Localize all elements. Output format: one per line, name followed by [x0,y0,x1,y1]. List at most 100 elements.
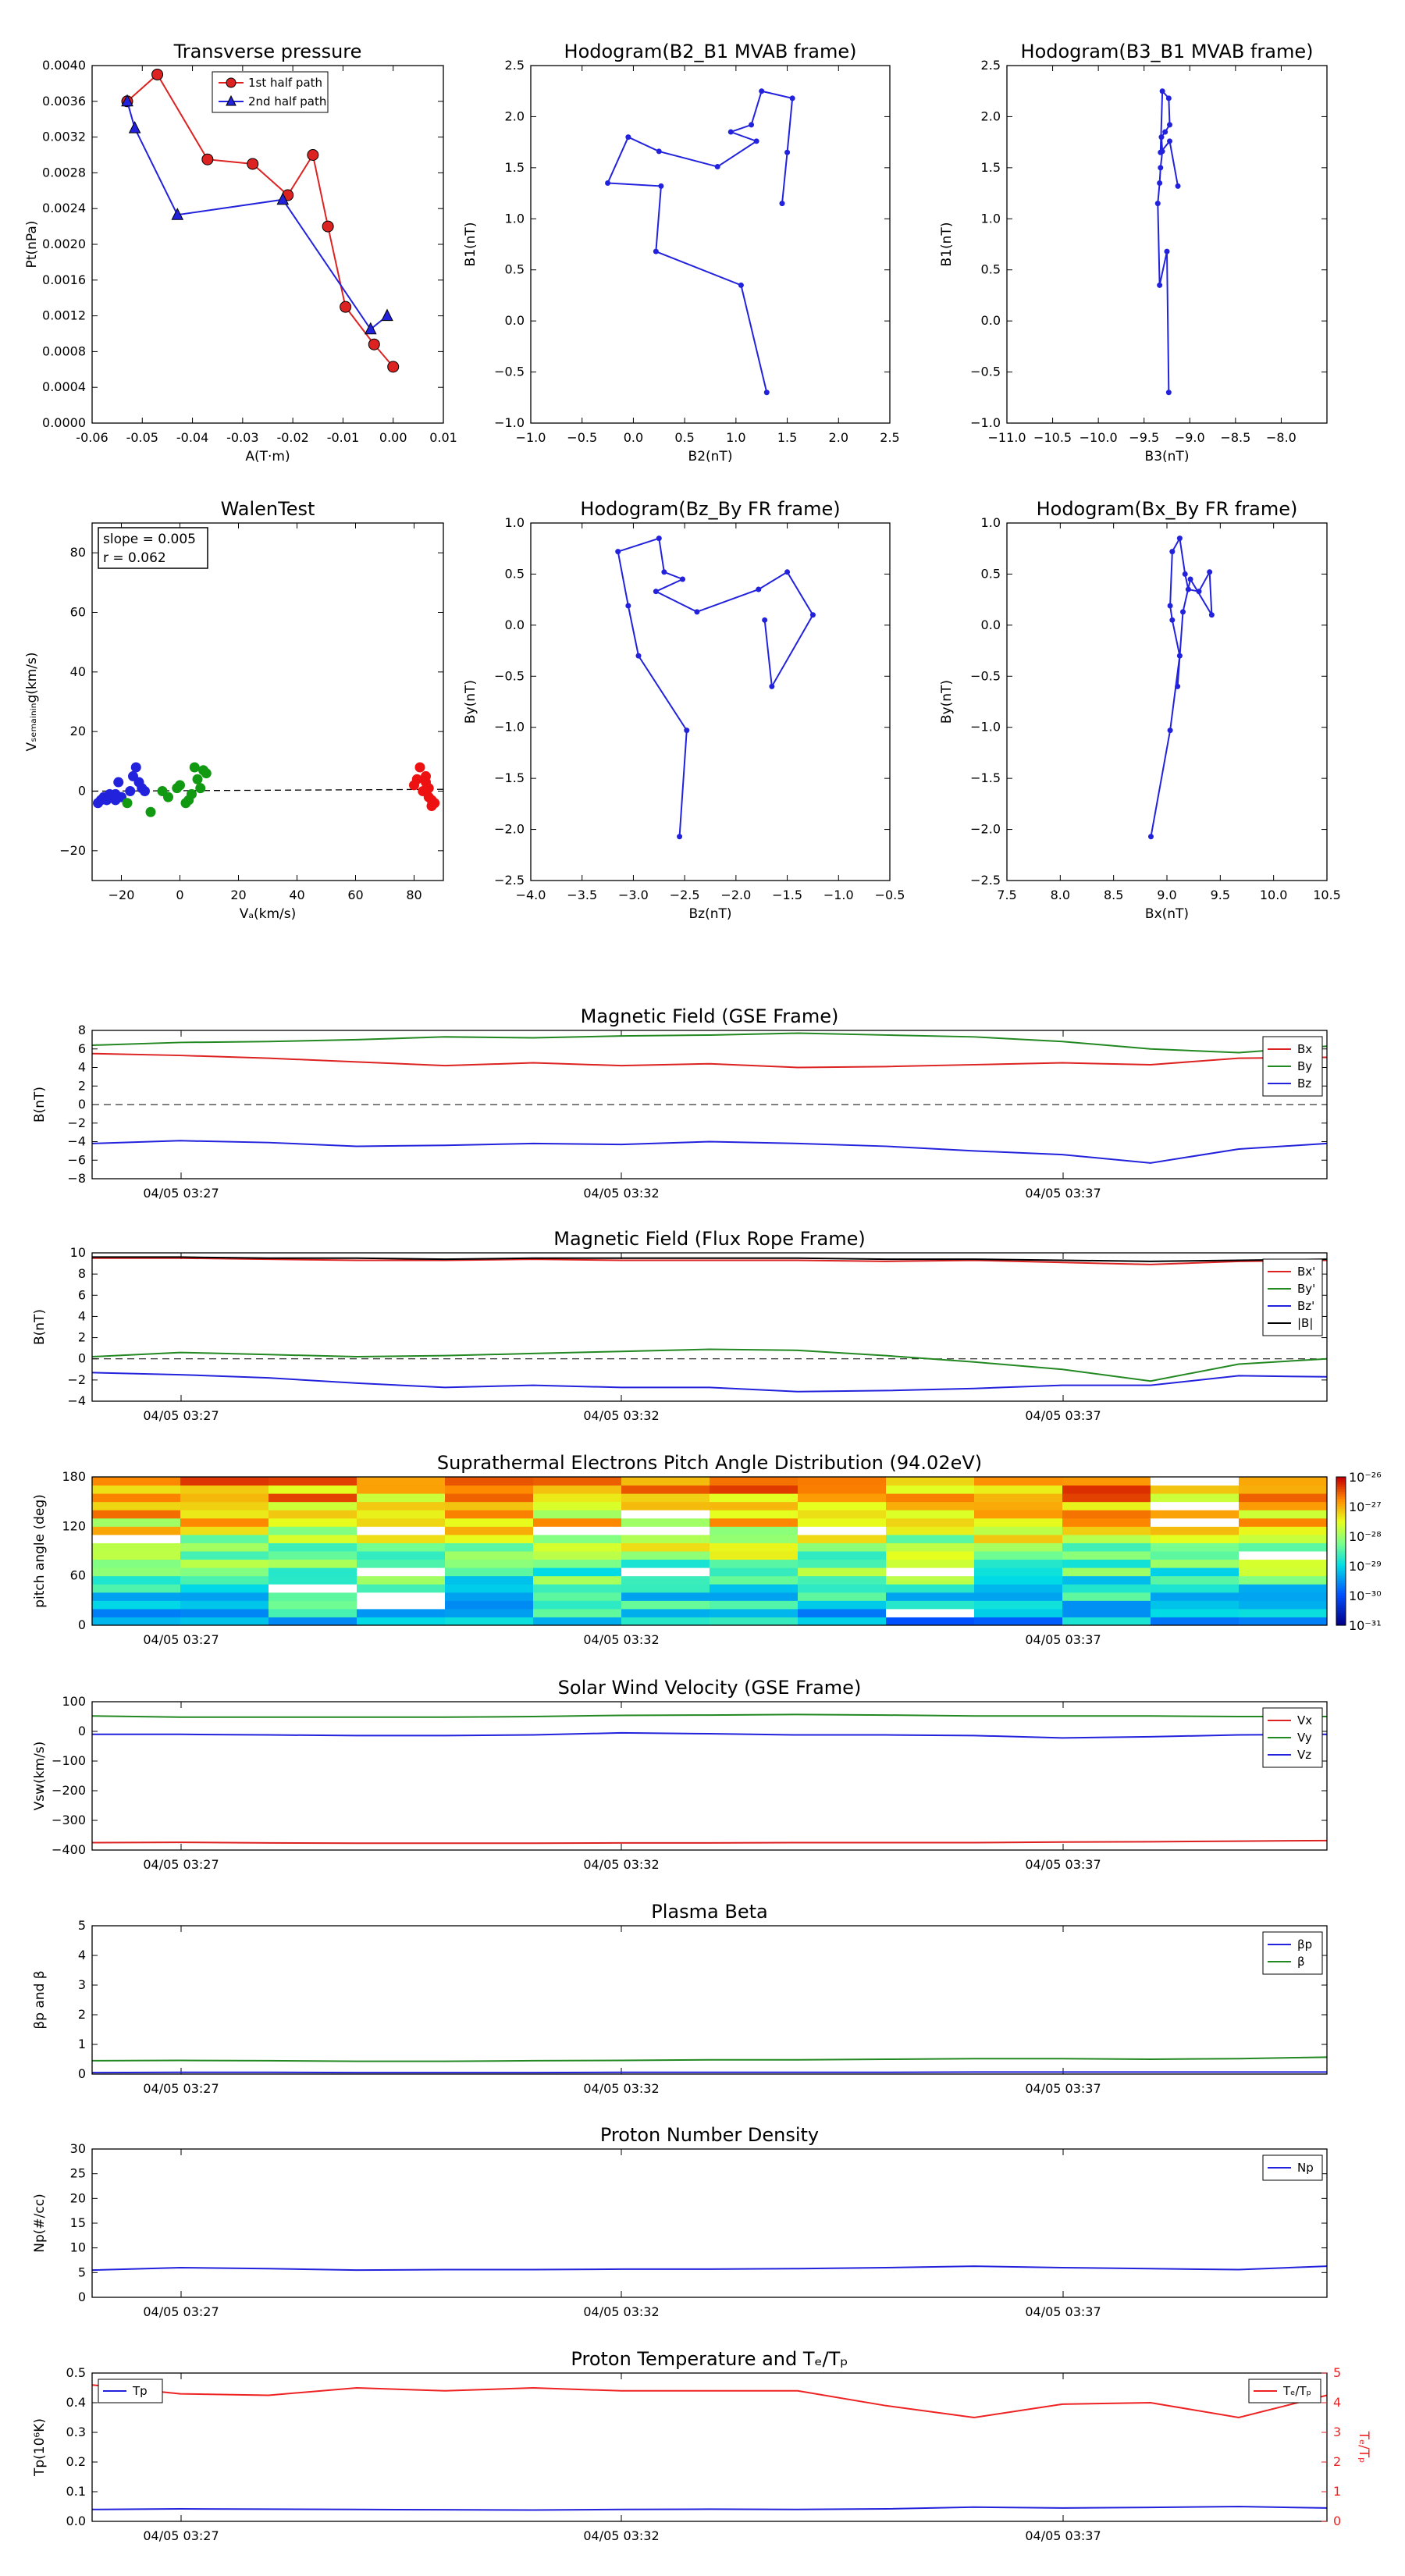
colorbar-segment [1336,1568,1346,1571]
colorbar-segment [1336,1514,1346,1517]
series-line [92,1348,1327,1382]
y2-axis-label: Tₑ/Tₚ [1356,2431,1371,2464]
heatmap-cell [1239,1510,1328,1519]
data-point [769,683,775,689]
heatmap-cell [180,1575,269,1585]
y-tick-label: 3 [78,1977,86,1992]
y-tick-label: 120 [62,1518,86,1533]
heatmap-cell [1239,1542,1328,1552]
data-point [738,282,744,288]
y-tick-label: 40 [70,664,86,679]
series-line [92,1257,1327,1265]
data-point [784,149,791,155]
y-tick-label: −200 [52,1783,86,1798]
x-tick-label: −10.0 [1080,430,1118,445]
heatmap-cell [1151,1592,1240,1601]
data-point [411,774,422,785]
series-line [92,1372,1327,1393]
heatmap-cell [1239,1485,1328,1494]
y-axis-label: Tp(10⁶K) [32,2418,48,2477]
panel-pt: Transverse pressure A(T·m) Pt(nPa) -0.06 -0.… [24,41,457,464]
colorbar-segment [1336,1479,1346,1482]
heatmap-cell [974,1584,1063,1593]
y-tick-label: 10 [70,2240,86,2255]
x-axis-label: Bz(nT) [688,906,731,922]
axes-frame [91,1476,1328,1626]
y-tick-label: 5 [78,1918,86,1933]
x-tick-label: 04/05 03:37 [1025,1632,1101,1647]
colorbar: 10⁻²⁶ 10⁻²⁷ 10⁻²⁸ 10⁻²⁹ 10⁻³⁰ 10⁻³¹ [1336,1470,1382,1633]
x-tick-label: −0.5 [875,888,905,902]
heatmap-cell [445,1493,534,1503]
colorbar-segment [1336,1482,1346,1485]
heatmap-cell [92,1517,181,1527]
y-tick-label: −100 [52,1753,86,1768]
heatmap-cell [533,1542,622,1552]
heatmap-cell [974,1477,1063,1486]
heatmap-cell [621,1493,710,1503]
heatmap-cell [798,1617,887,1626]
heatmap-cell [180,1501,269,1510]
legend-left: Tp [98,2379,163,2403]
y-tick-label: 0 [78,784,86,799]
panel-h4: Hodogram(Bx_By FR frame) Bx(nT) By(nT) 7.5 8… [939,498,1341,922]
heatmap-cell [1062,1617,1151,1626]
y-tick-label: 0.0 [66,2514,86,2528]
axes-frame [91,1252,1328,1402]
data-point [680,576,686,582]
heatmap-cell [445,1526,534,1535]
colorbar-segment [1336,1581,1346,1584]
x-tick-label: 04/05 03:27 [143,1186,219,1201]
y-tick-label: −2 [67,1115,86,1130]
heatmap-cell [269,1551,357,1560]
x-tick-label: 04/05 03:32 [583,1186,659,1201]
plot-area [92,762,443,817]
heatmap-cell [269,1477,357,1486]
y-tick-label: 0.3 [66,2425,86,2439]
data-point [381,308,393,322]
heatmap-cell [1062,1542,1151,1552]
heatmap-cell [1062,1526,1151,1535]
x-tick-label: −20 [108,888,135,902]
y-tick-label: 2.5 [505,58,525,73]
heatmap-cell [269,1600,357,1610]
colorbar-segment [1336,1484,1346,1488]
y-axis-label: B1(nT) [463,222,478,267]
data-point [368,338,380,350]
data-point [113,777,124,788]
heatmap-cell [533,1592,622,1601]
heatmap-cell [357,1517,446,1527]
heatmap-cell [1239,1600,1328,1610]
heatmap-cell [710,1485,799,1494]
data-point [784,569,791,575]
panel-beta: Plasma Beta βp and β 04/05 03:27 04/05 03:3… [32,1901,1328,2096]
legend-label: βp [1297,1937,1312,1952]
data-point [276,192,290,205]
heatmap-cell [1239,1501,1328,1510]
y-tick-label: 0.0 [505,313,525,328]
y-tick-label: 4 [78,1948,86,1962]
panel-title: Hodogram(B2_B1 MVAB frame) [564,41,857,62]
data-point [1164,248,1170,254]
y2-tick-label: 3 [1333,2425,1341,2439]
data-point [763,390,770,396]
colorbar-frame [1336,1476,1346,1626]
legend-right: Tₑ/Tₚ [1248,2379,1321,2403]
data-point [171,208,184,220]
data-point [175,780,185,791]
panel-mfr: Magnetic Field (Flux Rope Frame) B(nT) 04/… [32,1228,1328,1423]
data-point [1158,134,1165,141]
heatmap-cell [974,1542,1063,1552]
heatmap-cell [357,1551,446,1560]
data-point [1167,603,1173,609]
heatmap-cell [621,1485,710,1494]
data-point [661,569,667,575]
colorbar-segment [1336,1501,1346,1505]
y-tick-label: 30 [70,2141,86,2156]
heatmap-cell [1239,1477,1328,1486]
heatmap-cell [269,1485,357,1494]
colorbar-segment [1336,1492,1346,1495]
heatmap-cell [180,1567,269,1577]
data-point [387,361,400,373]
heatmap-cell [886,1542,975,1552]
